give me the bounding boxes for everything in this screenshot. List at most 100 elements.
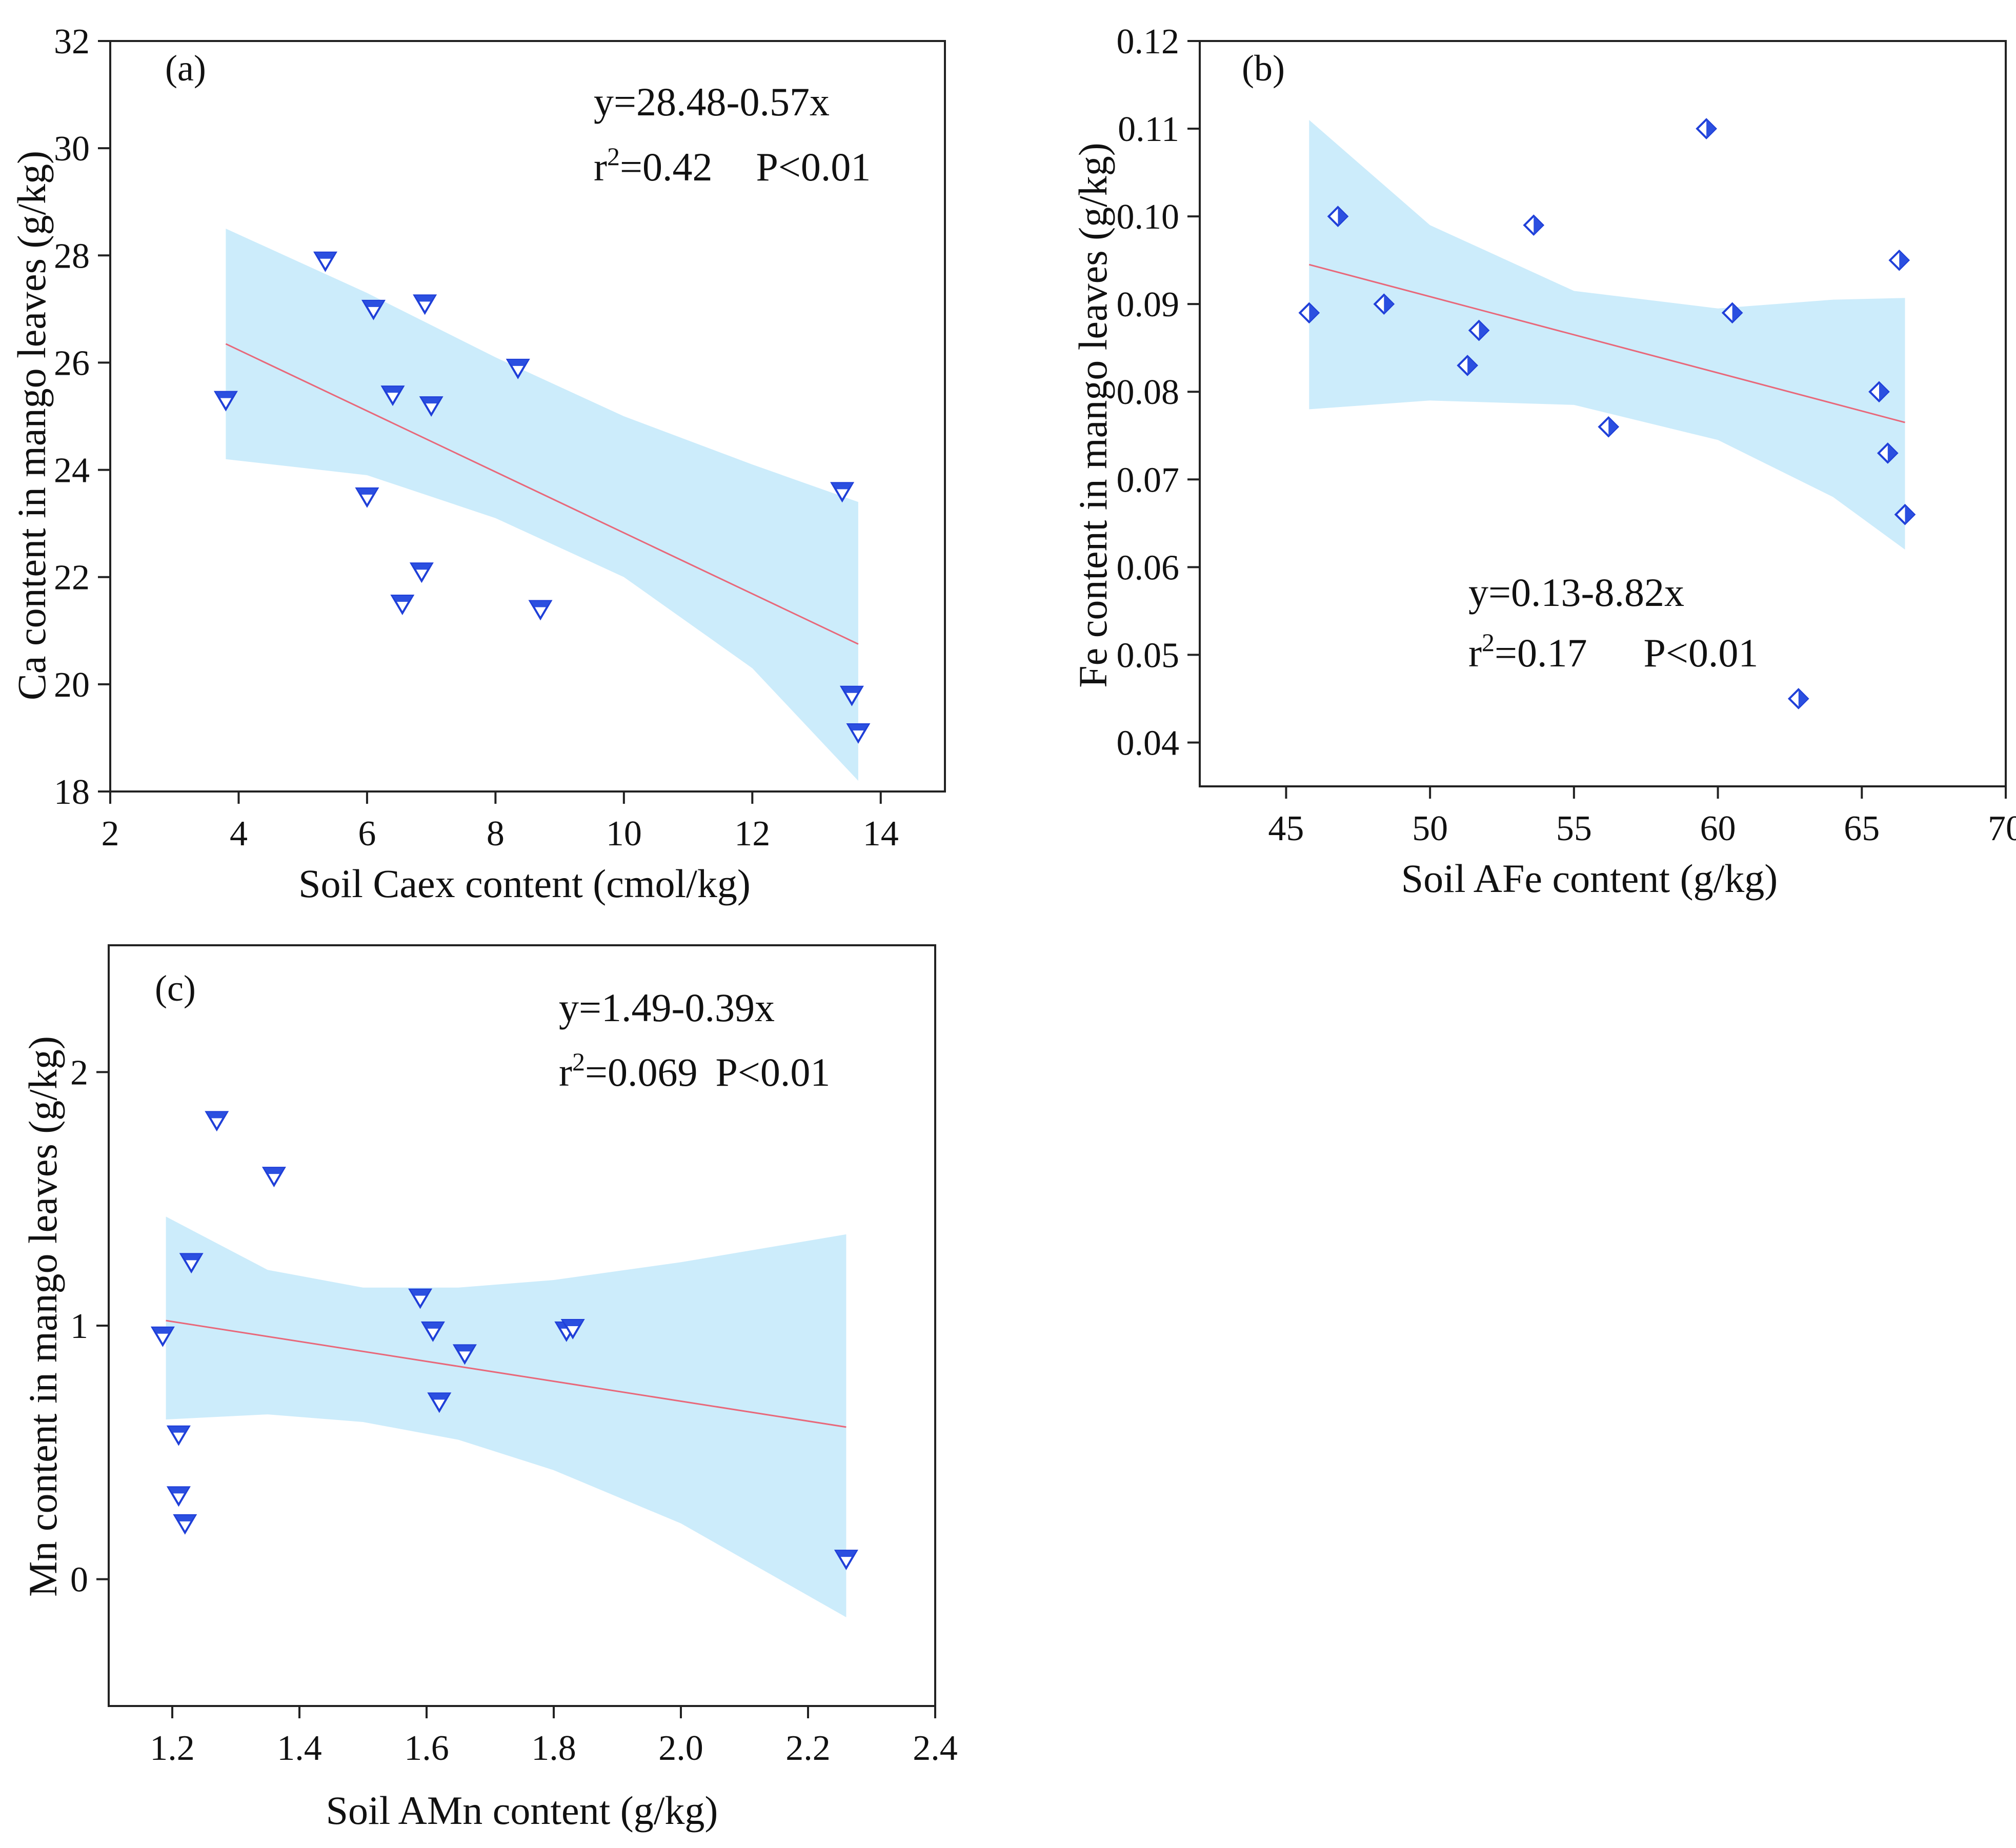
diamond-marker-fill — [1732, 303, 1742, 322]
panel-b-stats: r2=0.17 P<0.01 — [1468, 628, 1758, 675]
panel-b-equation: y=0.13-8.82x — [1468, 570, 1684, 615]
diamond-marker-fill — [1879, 382, 1888, 401]
panel-b-data-point — [1894, 503, 1916, 525]
panel-b-y-tick-label: 0.05 — [1117, 636, 1180, 675]
panel-c-r2-sup: 2 — [572, 1047, 585, 1076]
panel-b-data-point — [1787, 688, 1809, 709]
diamond-marker-fill — [1798, 689, 1808, 708]
panel-a-data-point — [361, 299, 386, 320]
panel-c-data-point — [150, 1326, 175, 1347]
diamond-marker-fill — [1384, 295, 1394, 314]
panel-c-x-tick-label: 1.4 — [277, 1729, 322, 1768]
panel-b-data-point — [1373, 293, 1395, 315]
panel-b-data-point — [1721, 302, 1743, 324]
triangle-marker-fill — [508, 359, 529, 366]
triangle-marker-fill — [206, 1112, 227, 1119]
panel-a-data-point — [506, 358, 530, 379]
panel-b-x-tick-label: 60 — [1700, 809, 1736, 848]
panel-b-y-tick-label: 0.11 — [1118, 110, 1179, 149]
panel-b-data-point — [1888, 249, 1910, 271]
panel-c-y-tick-label: 1 — [70, 1307, 88, 1346]
panel-a-x-tick-label: 14 — [863, 814, 899, 854]
panel-b-r2-prefix: r — [1468, 631, 1482, 675]
triangle-marker-fill — [562, 1319, 583, 1326]
panel-b-data-point — [1298, 302, 1320, 324]
panel-a-data-point — [355, 487, 379, 508]
panel-b-fit-line — [1308, 263, 1905, 423]
panel-b-y-tick-label: 0.07 — [1117, 460, 1180, 500]
panel-a-data-point — [528, 600, 553, 621]
panel-c-label: (c) — [155, 968, 196, 1009]
panel-b-data-point — [1468, 319, 1490, 341]
panel-a-confidence-band — [226, 229, 858, 781]
panel-c-x-axis-label: Soil AMn content (g/kg) — [326, 1788, 718, 1833]
diamond-marker-fill — [1479, 321, 1488, 340]
triangle-marker-fill — [315, 252, 336, 259]
panel-b-x-tick-label: 55 — [1556, 809, 1592, 848]
panel-c-x-tick-label: 2.0 — [658, 1729, 703, 1768]
panel-c-data-point — [179, 1253, 204, 1274]
panel-a-label: (a) — [165, 48, 206, 89]
panel-a-r2-prefix: r — [594, 145, 607, 189]
diamond-marker-fill — [1309, 303, 1319, 322]
panel-a-data-point — [213, 391, 238, 412]
diamond-marker-fill — [1899, 251, 1909, 270]
panel-c-stats: r2=0.069 P<0.01 — [559, 1047, 830, 1094]
panel-c-x-tick-label: 1.2 — [150, 1729, 195, 1768]
panel-b-x-tick-label: 65 — [1844, 809, 1880, 848]
panel-b-r2-value: =0.17 — [1495, 631, 1587, 675]
triangle-marker-fill — [848, 724, 869, 730]
triangle-marker-fill — [454, 1345, 475, 1352]
panel-b-y-tick-label: 0.09 — [1117, 285, 1180, 324]
panel-b-r2-sup: 2 — [1482, 628, 1495, 657]
panel-a-x-axis-label: Soil Caex content (cmol/kg) — [298, 861, 751, 906]
panel-a-y-tick-label: 28 — [54, 236, 90, 276]
panel-a-data-point — [846, 723, 871, 744]
panel-b-p-value: P<0.01 — [1643, 631, 1758, 675]
triangle-marker-fill — [429, 1393, 450, 1400]
diamond-marker-fill — [1534, 216, 1543, 235]
panel-b-y-tick-label: 0.06 — [1117, 548, 1180, 587]
diamond-marker-fill — [1887, 443, 1897, 462]
panel-c-y-axis-label: Mn content in mango leaves (g/kg) — [21, 1036, 65, 1597]
panel-c-y-tick-label: 2 — [70, 1053, 88, 1092]
triangle-marker-fill — [382, 387, 404, 393]
panel-b-data-point — [1457, 355, 1478, 376]
panel-a-y-tick-label: 22 — [54, 558, 90, 598]
panel-b-label: (b) — [1242, 48, 1285, 89]
panel-c-p-value: P<0.01 — [715, 1050, 830, 1094]
diamond-marker-fill — [1338, 207, 1347, 226]
panel-c-data-point — [834, 1550, 858, 1571]
panel-b-y-axis-label: Fe content in mango leaves (g/kg) — [1071, 143, 1115, 688]
triangle-marker-fill — [530, 601, 551, 607]
panel-a-y-axis-label: Ca content in mango leaves (g/kg) — [9, 151, 54, 700]
panel-a-data-point — [390, 595, 415, 615]
panel-c-data-point — [408, 1288, 433, 1309]
panel-c-r2-prefix: r — [559, 1050, 572, 1094]
panel-a-x-tick-label: 12 — [734, 814, 770, 854]
panel-b-x-tick-label: 50 — [1412, 809, 1448, 848]
triangle-marker-fill — [264, 1168, 285, 1174]
panel-b-data-point — [1598, 416, 1620, 438]
panel-c-r2-value: =0.069 — [585, 1050, 698, 1094]
triangle-marker-fill — [411, 563, 432, 570]
panel-b-y-tick-label: 0.04 — [1117, 723, 1180, 763]
panel-c-x-tick-label: 2.4 — [913, 1729, 958, 1768]
panel-a-r2-sup: 2 — [607, 142, 620, 171]
panel-b-y-tick-label: 0.10 — [1117, 197, 1180, 237]
triangle-marker-fill — [174, 1515, 195, 1521]
panel-c-data-point — [261, 1167, 286, 1188]
panel-b-y-tick-label: 0.12 — [1117, 22, 1180, 62]
panel-b-confidence-band — [1309, 120, 1905, 550]
panel-b-y-tick-label: 0.08 — [1117, 373, 1180, 412]
panel-b-x-tick-label: 70 — [1988, 809, 2016, 848]
panel-c-x-tick-label: 1.6 — [404, 1729, 449, 1768]
triangle-marker-fill — [422, 1322, 443, 1329]
triangle-marker-fill — [181, 1254, 202, 1261]
panel-a-p-value: P<0.01 — [756, 145, 871, 189]
panel-c-fit-line — [166, 1319, 846, 1428]
panel-a-data-point — [413, 294, 437, 315]
panel-a-y-tick-label: 18 — [54, 773, 90, 812]
panel-a-x-tick-label: 6 — [358, 814, 376, 854]
